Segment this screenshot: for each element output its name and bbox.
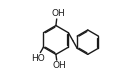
Text: OH: OH: [52, 9, 65, 18]
Text: OH: OH: [52, 61, 66, 70]
Text: HO: HO: [31, 54, 45, 63]
